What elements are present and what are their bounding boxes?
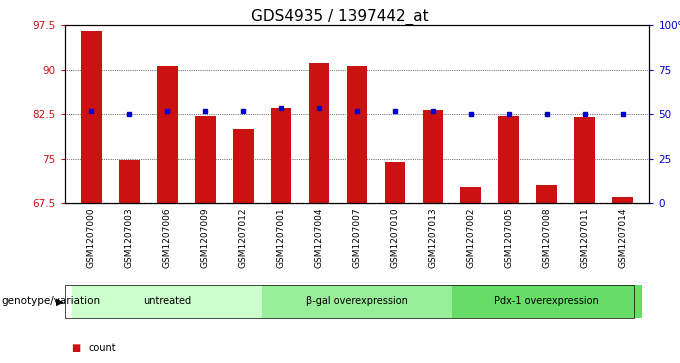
Text: GSM1207010: GSM1207010 bbox=[390, 207, 399, 268]
Bar bbox=[460, 187, 481, 203]
Text: GSM1207013: GSM1207013 bbox=[428, 207, 437, 268]
Bar bbox=[72, 285, 262, 318]
Bar bbox=[537, 185, 558, 203]
Text: GSM1207003: GSM1207003 bbox=[124, 207, 134, 268]
Text: GSM1207005: GSM1207005 bbox=[505, 207, 513, 268]
Bar bbox=[452, 285, 642, 318]
Text: untreated: untreated bbox=[143, 296, 191, 306]
Bar bbox=[271, 109, 292, 203]
Text: GSM1207008: GSM1207008 bbox=[543, 207, 551, 268]
Text: GSM1207011: GSM1207011 bbox=[580, 207, 590, 268]
Text: count: count bbox=[88, 343, 116, 354]
Text: ▶: ▶ bbox=[56, 296, 64, 306]
Text: GSM1207000: GSM1207000 bbox=[86, 207, 96, 268]
Text: GSM1207006: GSM1207006 bbox=[163, 207, 171, 268]
Bar bbox=[262, 285, 452, 318]
Bar bbox=[81, 31, 101, 203]
Text: GSM1207012: GSM1207012 bbox=[239, 207, 248, 268]
Text: GSM1207014: GSM1207014 bbox=[618, 207, 628, 268]
Text: GSM1207001: GSM1207001 bbox=[277, 207, 286, 268]
Text: genotype/variation: genotype/variation bbox=[1, 296, 101, 306]
Text: GSM1207002: GSM1207002 bbox=[466, 207, 475, 268]
Text: GSM1207007: GSM1207007 bbox=[352, 207, 362, 268]
Bar bbox=[119, 160, 139, 203]
Text: GSM1207004: GSM1207004 bbox=[315, 207, 324, 268]
Bar bbox=[384, 162, 405, 203]
Bar bbox=[575, 117, 595, 203]
Bar bbox=[347, 66, 367, 203]
Bar bbox=[194, 116, 216, 203]
Text: ■: ■ bbox=[71, 343, 81, 354]
Bar bbox=[498, 116, 520, 203]
Text: Pdx-1 overexpression: Pdx-1 overexpression bbox=[494, 296, 599, 306]
Bar bbox=[422, 110, 443, 203]
Bar bbox=[613, 197, 633, 203]
Bar bbox=[233, 129, 254, 203]
Bar bbox=[156, 66, 177, 203]
Text: β-gal overexpression: β-gal overexpression bbox=[306, 296, 408, 306]
Text: GSM1207009: GSM1207009 bbox=[201, 207, 209, 268]
Text: GDS4935 / 1397442_at: GDS4935 / 1397442_at bbox=[251, 9, 429, 25]
Bar bbox=[309, 63, 330, 203]
